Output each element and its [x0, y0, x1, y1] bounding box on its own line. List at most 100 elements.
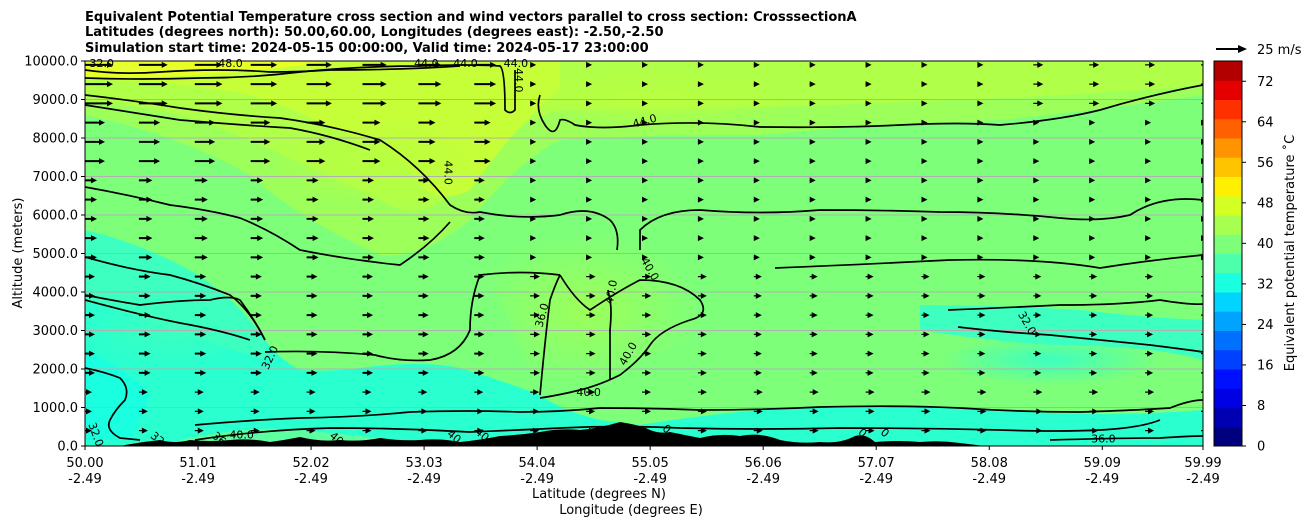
- x-tick-label-lat: 51.01: [179, 456, 216, 471]
- wind-vector-head: [154, 138, 161, 145]
- wind-vector-head: [533, 408, 540, 415]
- wind-vector-head: [756, 427, 763, 434]
- wind-vector-head: [429, 158, 436, 165]
- colorbar-swatch: [1214, 99, 1242, 120]
- wind-vector-head: [1092, 408, 1099, 415]
- wind-vector-head: [200, 273, 207, 280]
- wind-vector-head: [979, 292, 986, 299]
- contour-40-right: [639, 198, 1203, 250]
- wind-vector-head: [312, 215, 319, 222]
- wind-vector-head: [89, 350, 95, 357]
- wind-vector-head: [923, 273, 930, 280]
- wind-vector-head: [980, 427, 987, 434]
- wind-vector-head: [484, 158, 491, 165]
- wind-vector-head: [645, 292, 652, 299]
- wind-vector-head: [753, 196, 760, 203]
- wind-vector-head: [697, 81, 704, 88]
- wind-vector-head: [319, 119, 326, 126]
- wind-vector-head: [921, 81, 928, 88]
- wind-vector-head: [365, 408, 372, 415]
- wind-vector-head: [1203, 312, 1209, 318]
- colorbar-tick-label: 56: [1257, 156, 1274, 171]
- wind-vector-head: [1033, 196, 1040, 203]
- wind-vector-head: [642, 61, 648, 68]
- wind-vector-head: [368, 254, 374, 261]
- wind-vector-head: [89, 312, 95, 319]
- wind-vector-head: [809, 100, 816, 107]
- wind-vector-head: [586, 254, 593, 261]
- wind-vector-head: [216, 100, 223, 107]
- x-tick-label-lon: -2.49: [181, 472, 215, 487]
- wind-vector-head: [700, 427, 707, 434]
- x-tick-label-lat: 56.06: [745, 456, 782, 471]
- contour-36-low: [194, 419, 1161, 441]
- wind-vector-head: [756, 408, 763, 415]
- wind-vector-head: [755, 369, 762, 376]
- wind-vector-head: [1092, 427, 1099, 434]
- wind-vector-head: [1089, 235, 1096, 242]
- colorbar-tick-label: 24: [1257, 318, 1274, 333]
- wind-vector-head: [86, 408, 92, 415]
- wind-vector-head: [1203, 331, 1209, 337]
- wind-vector-head: [645, 331, 652, 338]
- wind-vector-head: [271, 100, 278, 107]
- wind-vector-head: [1093, 81, 1100, 88]
- wind-vector-head: [755, 350, 762, 357]
- wind-vector-head: [865, 81, 872, 88]
- wind-vector-head: [979, 312, 986, 319]
- wind-vector-head: [586, 100, 593, 107]
- contour-label: 44.0: [414, 57, 439, 70]
- wind-vector-head: [216, 81, 223, 88]
- wind-vector-head: [264, 138, 271, 145]
- wind-vector-head: [1036, 408, 1043, 415]
- colorbar-swatch: [1214, 407, 1242, 428]
- wind-vector-head: [99, 138, 105, 145]
- wind-vector-head: [367, 350, 374, 357]
- wind-vector-head: [979, 273, 986, 280]
- wind-vector-head: [1145, 177, 1152, 184]
- wind-vector-head: [867, 369, 874, 376]
- x-tick-label-lat: 53.03: [405, 456, 442, 471]
- wind-vector-head: [586, 61, 593, 68]
- colorbar-tick-label: 8: [1257, 399, 1265, 414]
- wind-vector-head: [435, 100, 442, 107]
- wind-vector-head: [700, 312, 707, 319]
- wind-vector-head: [809, 158, 816, 165]
- wind-vector-head: [1035, 312, 1042, 319]
- wind-vector-head: [255, 369, 262, 376]
- wind-vector-head: [1035, 369, 1042, 376]
- wind-vector-head: [309, 408, 316, 415]
- wind-vector-head: [530, 254, 537, 261]
- wind-vector-head: [1203, 274, 1209, 280]
- wind-vector-head: [1036, 389, 1043, 396]
- wind-vector-head: [642, 138, 648, 145]
- colorbar-swatch: [1214, 80, 1242, 100]
- colorbar-swatch: [1214, 388, 1242, 408]
- wind-vector-head: [867, 350, 874, 357]
- wind-vector-head: [868, 427, 875, 434]
- wind-vector-head: [924, 427, 931, 434]
- wind-vector-head: [533, 350, 540, 357]
- colorbar-label: Equivalent potential temperature ˚C: [1282, 135, 1298, 371]
- wind-vector-head: [753, 138, 760, 145]
- wind-vector-head: [201, 254, 208, 261]
- contour-32-bottom: [1049, 435, 1203, 441]
- wind-vector-head: [368, 196, 374, 203]
- y-tick-label: 3000.0: [33, 324, 79, 339]
- wind-vector-head: [755, 273, 762, 280]
- wind-vector-head: [1201, 254, 1203, 261]
- wind-vector-head: [924, 389, 931, 396]
- contour-44-mid: [85, 94, 619, 251]
- wind-vector-head: [977, 119, 984, 126]
- wind-vector-head: [1145, 215, 1152, 222]
- y-tick-label: 7000.0: [33, 170, 79, 185]
- wind-vector-head: [811, 273, 818, 280]
- wind-vector-head: [89, 273, 95, 280]
- wind-vector-head: [86, 427, 92, 434]
- wind-vector-head: [253, 389, 260, 396]
- wind-vector-head: [697, 254, 704, 261]
- x-tick-label-lat: 57.07: [858, 456, 895, 471]
- wind-vector-head: [589, 312, 596, 319]
- x-tick-label-lon: -2.49: [520, 472, 554, 487]
- colorbar: 0 8 16 24 32 40 48 56 64 72: [1213, 60, 1274, 455]
